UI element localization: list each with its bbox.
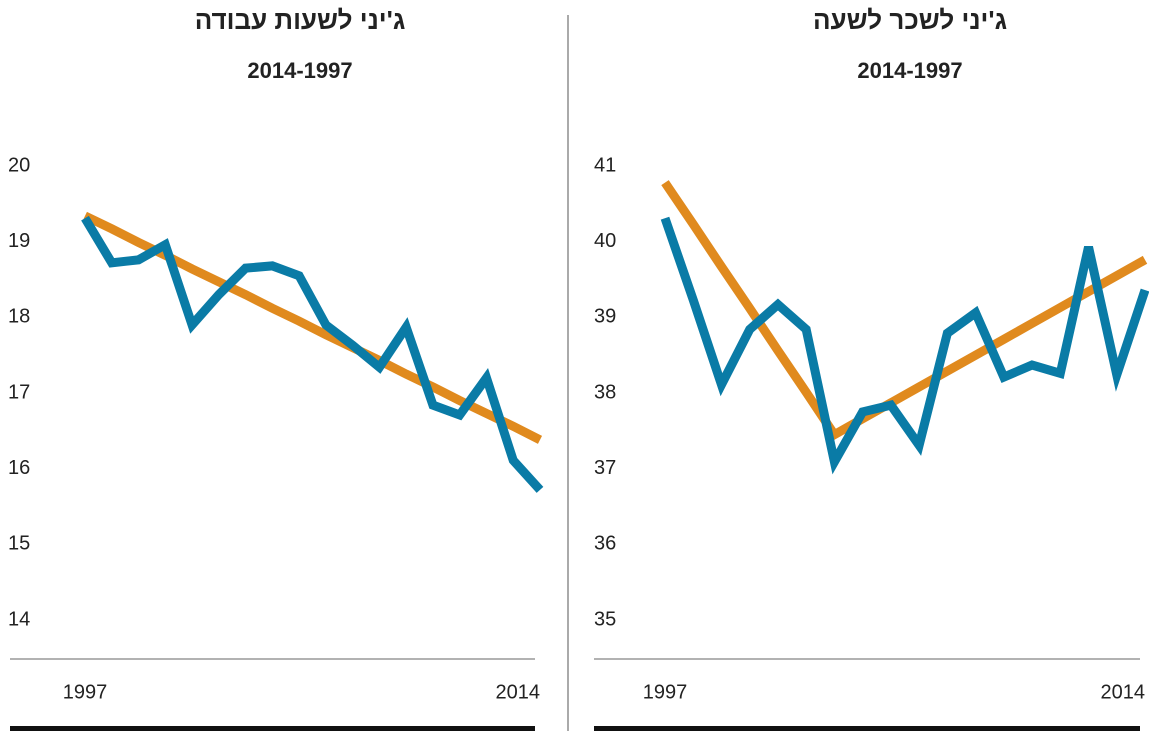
x-tick-label: 2014 xyxy=(1101,681,1146,703)
y-tick-label: 19 xyxy=(8,230,30,252)
y-tick-label: 15 xyxy=(8,533,30,555)
y-tick-label: 18 xyxy=(8,306,30,328)
chart-title: ג'יני לשעות עבודה xyxy=(195,5,406,35)
y-tick-label: 41 xyxy=(594,154,616,176)
y-tick-label: 14 xyxy=(8,608,30,630)
bottom-bar xyxy=(594,726,1140,731)
series-line xyxy=(660,216,1149,475)
chart-subtitle: 2014-1997 xyxy=(857,58,962,83)
bottom-bar xyxy=(10,726,535,731)
x-tick-label: 1997 xyxy=(643,681,688,703)
y-tick-label: 37 xyxy=(594,457,616,479)
y-tick-label: 36 xyxy=(594,533,616,555)
chart-title: ג'יני לשכר לשעה xyxy=(813,5,1007,35)
y-tick-label: 20 xyxy=(8,154,30,176)
series-line xyxy=(661,180,1148,441)
y-tick-label: 17 xyxy=(8,381,30,403)
y-tick-label: 16 xyxy=(8,457,30,479)
series-line xyxy=(81,215,544,493)
y-tick-label: 35 xyxy=(594,608,616,630)
y-tick-label: 40 xyxy=(594,230,616,252)
chart-subtitle: 2014-1997 xyxy=(247,58,352,83)
x-tick-label: 1997 xyxy=(63,681,108,703)
x-tick-label: 2014 xyxy=(496,681,541,703)
y-tick-label: 38 xyxy=(594,381,616,403)
y-tick-label: 39 xyxy=(594,306,616,328)
